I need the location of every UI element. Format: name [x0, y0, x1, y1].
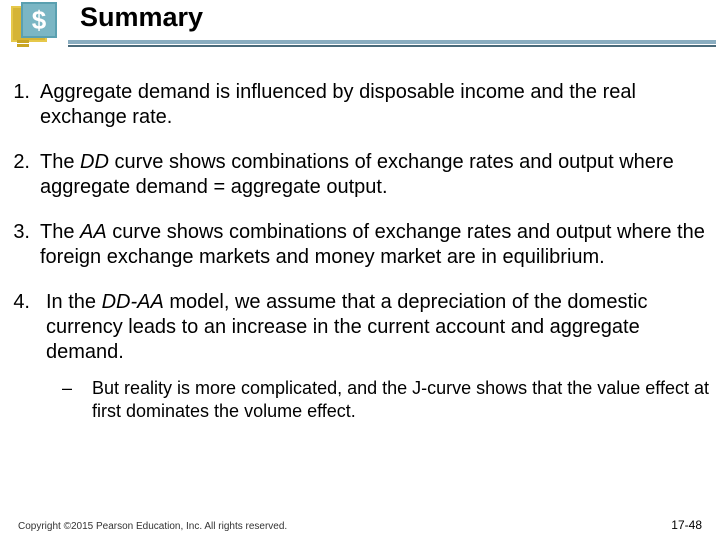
svg-text:$: $ — [32, 5, 47, 35]
list-item: 2. The DD curve shows combinations of ex… — [0, 150, 712, 200]
list-item: 4. In the DD-AA model, we assume that a … — [0, 290, 712, 365]
currency-icon: $ — [11, 2, 57, 48]
list-item: 1. Aggregate demand is influenced by dis… — [0, 80, 712, 130]
list-text: The AA curve shows combinations of excha… — [40, 220, 712, 270]
list-number: 1. — [0, 80, 40, 130]
list-subitem: – But reality is more complicated, and t… — [58, 377, 712, 422]
subitem-dash: – — [58, 377, 92, 422]
list-number: 3. — [0, 220, 40, 270]
title-underline-1 — [68, 40, 716, 44]
list-number: 4. — [0, 290, 40, 365]
list-item: 3. The AA curve shows combinations of ex… — [0, 220, 712, 270]
page-number: 17-48 — [671, 518, 702, 532]
subitem-text: But reality is more complicated, and the… — [92, 377, 712, 422]
footer: Copyright ©2015 Pearson Education, Inc. … — [0, 518, 720, 532]
header: $ Summary — [0, 0, 720, 58]
page-title: Summary — [80, 2, 720, 33]
list-number: 2. — [0, 150, 40, 200]
content: 1. Aggregate demand is influenced by dis… — [0, 58, 720, 422]
slide: $ Summary 1. Aggregate demand is influen… — [0, 0, 720, 540]
copyright-text: Copyright ©2015 Pearson Education, Inc. … — [18, 521, 287, 532]
list-text: The DD curve shows combinations of excha… — [40, 150, 712, 200]
title-wrap: Summary — [68, 0, 720, 33]
title-underline-2 — [68, 45, 716, 47]
slide-icon: $ — [0, 0, 68, 50]
list-text: In the DD-AA model, we assume that a dep… — [40, 290, 712, 365]
list-text: Aggregate demand is influenced by dispos… — [40, 80, 712, 130]
